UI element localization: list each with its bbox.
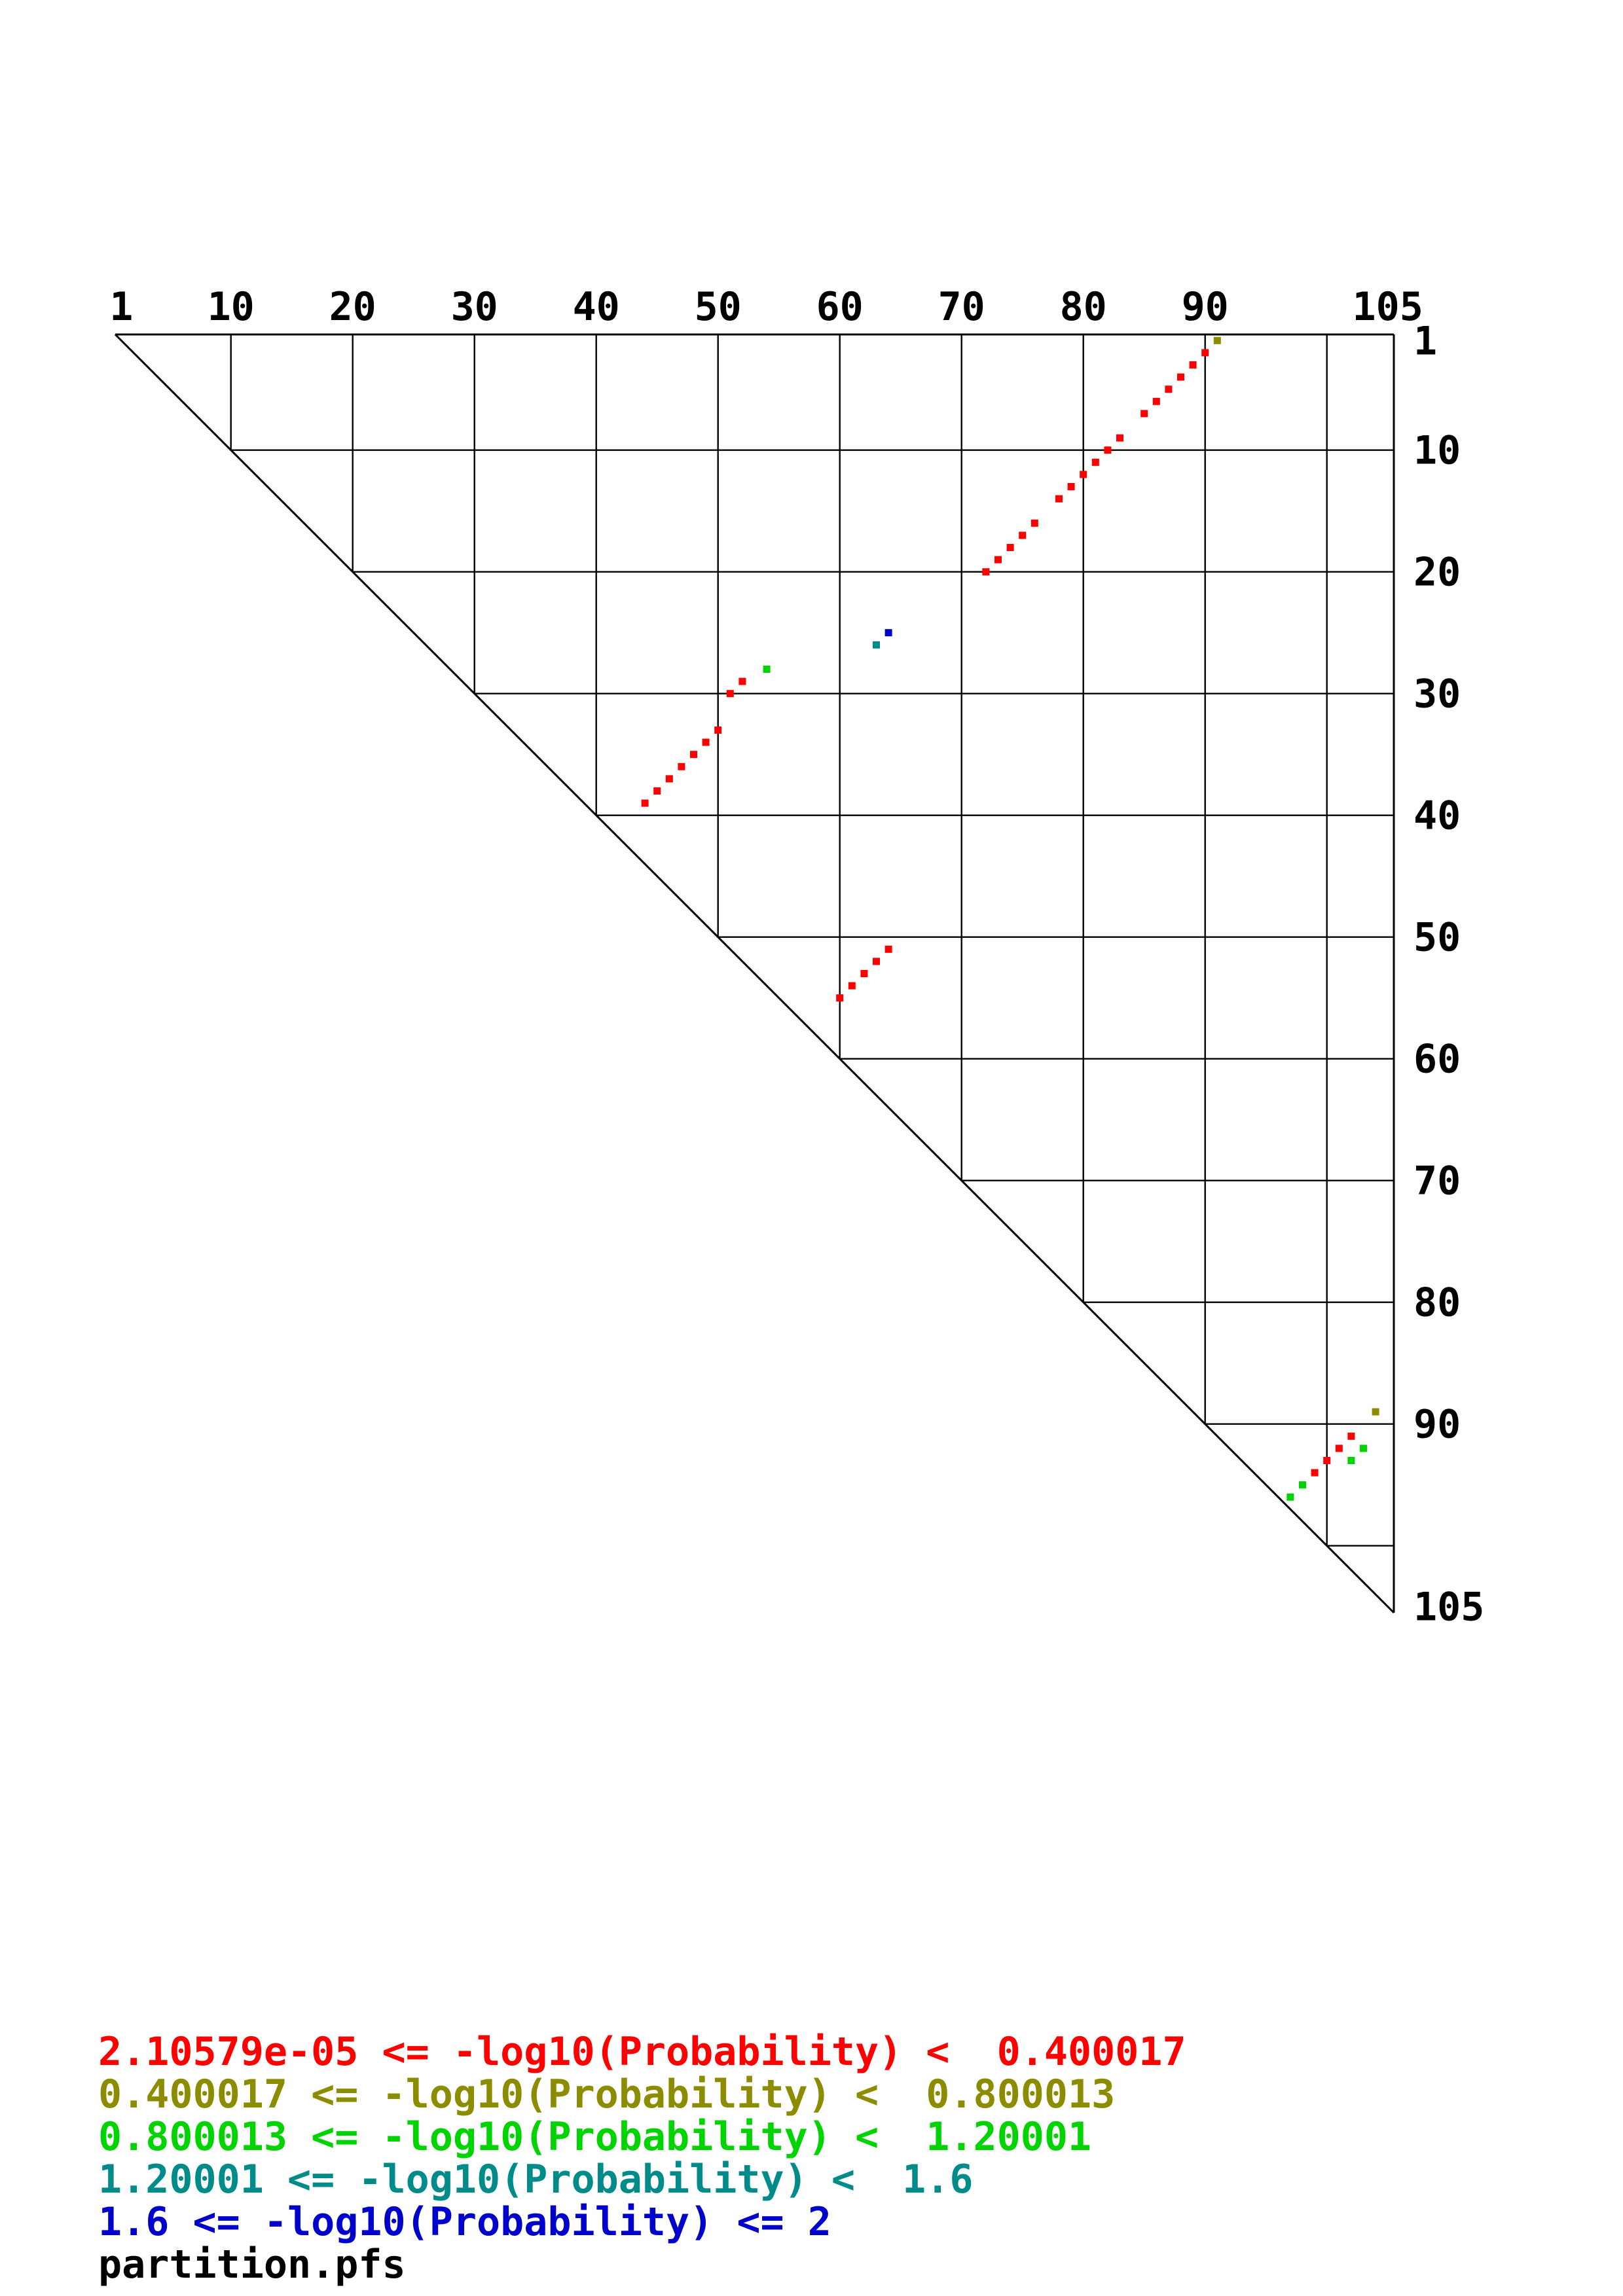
x-axis-label: 20 bbox=[329, 284, 376, 330]
probability-dot bbox=[726, 690, 734, 698]
legend-entry: 1.20001 <= -log10(Probability) < 1.6 bbox=[98, 2157, 974, 2202]
probability-dot bbox=[836, 994, 844, 1002]
probability-dot bbox=[678, 762, 685, 770]
probability-dot bbox=[702, 738, 710, 746]
probability-dot-plot: 1 10 20 30 40 50 60 70 80 90 105110203040506070809… bbox=[109, 284, 1484, 1630]
legend-filename: partition.pfs bbox=[98, 2242, 406, 2287]
probability-dot bbox=[994, 556, 1002, 564]
probability-dot bbox=[1006, 544, 1014, 551]
x-axis-label: 60 bbox=[816, 284, 864, 330]
x-axis-label: 1 bbox=[109, 284, 133, 330]
y-axis-label: 90 bbox=[1413, 1402, 1461, 1448]
probability-dot bbox=[1286, 1493, 1294, 1501]
probability-dot bbox=[1019, 531, 1027, 539]
probability-dot bbox=[641, 799, 649, 807]
y-axis-label: 80 bbox=[1413, 1280, 1461, 1326]
probability-dot bbox=[1116, 434, 1123, 442]
probability-dot bbox=[1335, 1444, 1343, 1452]
probability-dot bbox=[1360, 1444, 1367, 1452]
probability-dot bbox=[1347, 1432, 1355, 1440]
probability-dot bbox=[1189, 361, 1197, 368]
legend-entry: 1.6 <= -log10(Probability) <= 2 bbox=[98, 2199, 831, 2245]
y-axis-label: 50 bbox=[1413, 915, 1461, 961]
probability-dot bbox=[873, 958, 880, 965]
probability-dot bbox=[1152, 397, 1160, 405]
probability-dot bbox=[1055, 495, 1063, 503]
x-axis-label: 10 bbox=[208, 284, 255, 330]
x-axis-label: 90 bbox=[1182, 284, 1229, 330]
probability-dot bbox=[982, 568, 990, 576]
legend: 2.10579e-05 <= -log10(Probability) < 0.4… bbox=[98, 2031, 1186, 2286]
probability-dot bbox=[884, 629, 892, 637]
probability-dot bbox=[1177, 373, 1184, 381]
x-axis-label: 50 bbox=[695, 284, 742, 330]
x-axis-label: 40 bbox=[573, 284, 620, 330]
probability-dot bbox=[1299, 1481, 1306, 1489]
probability-dot bbox=[1372, 1408, 1379, 1416]
x-axis-label: 80 bbox=[1060, 284, 1107, 330]
probability-dot bbox=[1311, 1469, 1319, 1477]
x-axis-label: 105 bbox=[1353, 284, 1423, 330]
probability-dot bbox=[1165, 386, 1173, 393]
probability-dot bbox=[873, 641, 880, 649]
probability-dot bbox=[1080, 471, 1087, 478]
probability-dot bbox=[690, 751, 697, 759]
legend-entry: 2.10579e-05 <= -log10(Probability) < 0.4… bbox=[98, 2029, 1186, 2075]
probability-dot bbox=[1067, 483, 1075, 490]
probability-dot bbox=[1091, 458, 1099, 466]
y-axis-label: 20 bbox=[1413, 550, 1461, 596]
y-axis-label: 30 bbox=[1413, 672, 1461, 717]
y-axis-label: 40 bbox=[1413, 793, 1461, 839]
probability-dot bbox=[714, 726, 722, 734]
legend-entry: 0.400017 <= -log10(Probability) < 0.8000… bbox=[98, 2072, 1116, 2117]
y-axis-label: 1 bbox=[1413, 318, 1437, 364]
probability-dot bbox=[1347, 1457, 1355, 1464]
probability-dot bbox=[848, 982, 856, 990]
y-axis-label: 105 bbox=[1413, 1585, 1484, 1630]
legend-entry: 0.800013 <= -log10(Probability) < 1.2000… bbox=[98, 2114, 1092, 2160]
probability-dot bbox=[763, 666, 771, 673]
probability-dot bbox=[653, 787, 661, 795]
y-axis-label: 70 bbox=[1413, 1158, 1461, 1204]
x-axis-label: 70 bbox=[938, 284, 985, 330]
y-axis-label: 10 bbox=[1413, 428, 1461, 474]
probability-dot bbox=[1030, 519, 1038, 527]
diagonal-line bbox=[114, 333, 1395, 1614]
probability-dot bbox=[1323, 1457, 1331, 1464]
probability-dot bbox=[860, 970, 868, 977]
probability-dot bbox=[665, 775, 673, 783]
probability-dot bbox=[884, 945, 892, 953]
probability-dot bbox=[1201, 349, 1209, 357]
y-axis-label: 60 bbox=[1413, 1037, 1461, 1083]
probability-dot bbox=[739, 677, 746, 685]
probability-dot bbox=[1140, 410, 1148, 418]
probability-dot bbox=[1104, 446, 1112, 454]
probability-dot bbox=[1213, 336, 1221, 344]
x-axis-label: 30 bbox=[451, 284, 498, 330]
